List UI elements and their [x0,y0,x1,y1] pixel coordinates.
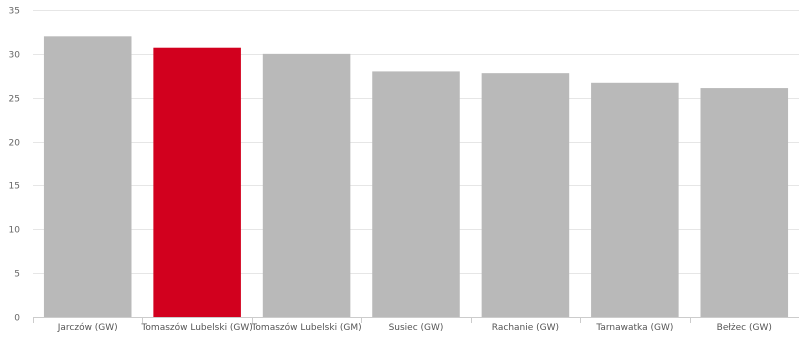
x-tick-label: Bełżec (GW) [717,323,772,333]
y-tick-label: 5 [14,270,20,280]
x-tick-label: Jarczów (GW) [57,322,118,333]
y-axis: 0 5 10 15 20 25 30 35 [9,7,21,324]
y-tick-label: 25 [9,95,20,105]
bar-5[interactable] [481,73,570,317]
x-tick-label: Rachanie (GW) [492,323,559,333]
bar-1[interactable] [43,36,132,318]
x-tick-label: Tomaszów Lubelski (GW) [140,322,252,333]
bars [43,36,789,318]
bar-3[interactable] [262,53,351,317]
y-tick-label: 20 [9,139,21,149]
bar-2[interactable] [153,47,241,318]
x-tick-label: Tomaszów Lubelski (GM) [250,322,361,333]
bar-6[interactable] [591,82,679,317]
y-tick-label: 30 [9,51,21,61]
x-axis-labels: Jarczów (GW) Tomaszów Lubelski (GW)Tomasz… [57,322,772,333]
x-tick-label: Tarnawatka (GW) [595,323,673,333]
y-tick-label: 10 [9,226,21,236]
y-tick-label: 15 [9,182,20,192]
x-axis [33,317,799,323]
x-tick-label: Susiec (GW) [389,323,444,333]
bar-4[interactable] [372,71,460,318]
bar-7[interactable] [700,88,789,318]
y-tick-label: 35 [9,7,20,17]
y-tick-label: 0 [14,314,20,324]
